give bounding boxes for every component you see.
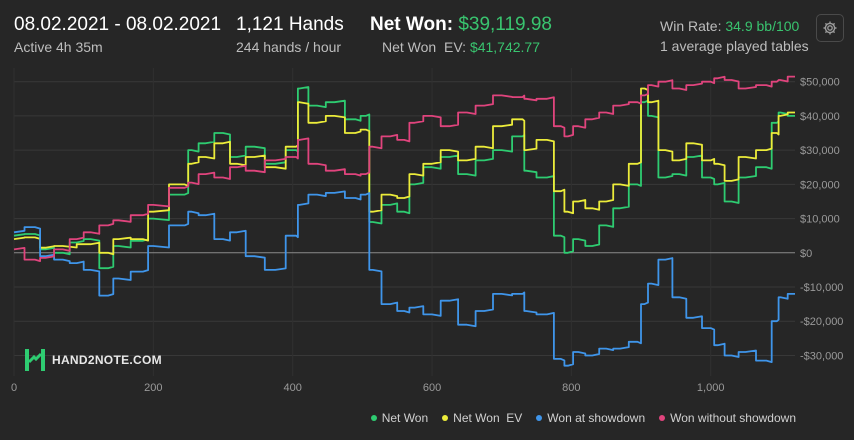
net-won-ev-label: Net Won EV: bbox=[382, 39, 467, 55]
legend-dot-icon bbox=[370, 415, 377, 421]
profit-chart: -$30,000 -$20,000 -$10,000 $0 $10,000 $20,000… bbox=[11, 68, 843, 394]
series-line-0 bbox=[13, 86, 795, 270]
y-tick-label: $30,000 bbox=[800, 145, 840, 157]
x-tick-label: 400 bbox=[284, 382, 302, 394]
legend-label: Won without showdown bbox=[670, 411, 796, 425]
legend-label: Net Won EV bbox=[453, 411, 523, 425]
legend-item-1[interactable]: Net Won EV bbox=[442, 411, 522, 425]
win-rate-value: 34.9 bb/100 bbox=[725, 18, 800, 34]
legend-dot-icon bbox=[442, 415, 449, 421]
x-tick-label: 200 bbox=[144, 382, 162, 394]
legend-label: Won at showdown bbox=[547, 411, 646, 425]
stats-header: 08.02.2021 - 08.02.2021 Active 4h 35m 1,… bbox=[0, 0, 854, 66]
hands-count: 1,121 Hands bbox=[236, 14, 344, 35]
y-tick-label: $0 bbox=[800, 248, 812, 260]
chart-legend: Net Won Net Won EV Won at showdown Won with… bbox=[370, 411, 796, 425]
gear-icon bbox=[823, 21, 837, 35]
y-tick-label: $10,000 bbox=[800, 214, 840, 226]
legend-item-0[interactable]: Net Won bbox=[370, 411, 429, 425]
x-tick-label: 600 bbox=[423, 382, 441, 394]
chart-grid bbox=[13, 68, 795, 376]
x-tick-label: 800 bbox=[562, 382, 580, 394]
net-won-value: $39,119.98 bbox=[458, 14, 552, 35]
win-rate: Win Rate: 34.9 bb/100 bbox=[660, 18, 799, 34]
y-tick-label: -$20,000 bbox=[800, 316, 843, 328]
active-duration: Active 4h 35m bbox=[14, 39, 103, 55]
y-tick-label: -$10,000 bbox=[800, 282, 843, 294]
net-won-ev: Net Won EV: $41,742.77 bbox=[382, 39, 540, 55]
legend-dot-icon bbox=[536, 415, 543, 421]
series-line-2 bbox=[13, 190, 795, 367]
x-tick-label: 0 bbox=[11, 382, 17, 394]
settings-button[interactable] bbox=[816, 14, 844, 42]
hands-per-hour: 244 hands / hour bbox=[236, 39, 342, 55]
date-range: 08.02.2021 - 08.02.2021 bbox=[14, 14, 222, 35]
legend-item-3[interactable]: Won without showdown bbox=[659, 411, 796, 425]
y-tick-label: -$30,000 bbox=[800, 350, 843, 362]
net-won-ev-value: $41,742.77 bbox=[469, 39, 541, 55]
win-rate-label: Win Rate: bbox=[660, 18, 722, 34]
tables-played: 1 average played tables bbox=[660, 38, 809, 54]
net-won-label: Net Won: bbox=[370, 14, 454, 35]
x-axis-ticks: 0 200 400 600 800 1,000 bbox=[11, 382, 725, 394]
chart-series bbox=[13, 75, 795, 367]
y-tick-label: $50,000 bbox=[800, 77, 840, 89]
y-tick-label: $40,000 bbox=[800, 111, 840, 123]
hand2note-logo-icon bbox=[25, 349, 45, 371]
net-won: Net Won: $39,119.98 bbox=[370, 14, 552, 36]
legend-label: Net Won bbox=[381, 411, 429, 425]
legend-item-2[interactable]: Won at showdown bbox=[536, 411, 645, 425]
logo-text: HAND2NOTE.COM bbox=[52, 353, 162, 367]
legend-dot-icon bbox=[659, 415, 666, 421]
y-axis-ticks: -$30,000 -$20,000 -$10,000 $0 $10,000 $20,000… bbox=[800, 77, 843, 363]
series-line-1 bbox=[13, 87, 795, 256]
hand2note-logo: HAND2NOTE.COM bbox=[24, 348, 162, 372]
x-tick-label: 1,000 bbox=[697, 382, 725, 394]
y-tick-label: $20,000 bbox=[800, 179, 840, 191]
series-line-3 bbox=[13, 75, 795, 262]
